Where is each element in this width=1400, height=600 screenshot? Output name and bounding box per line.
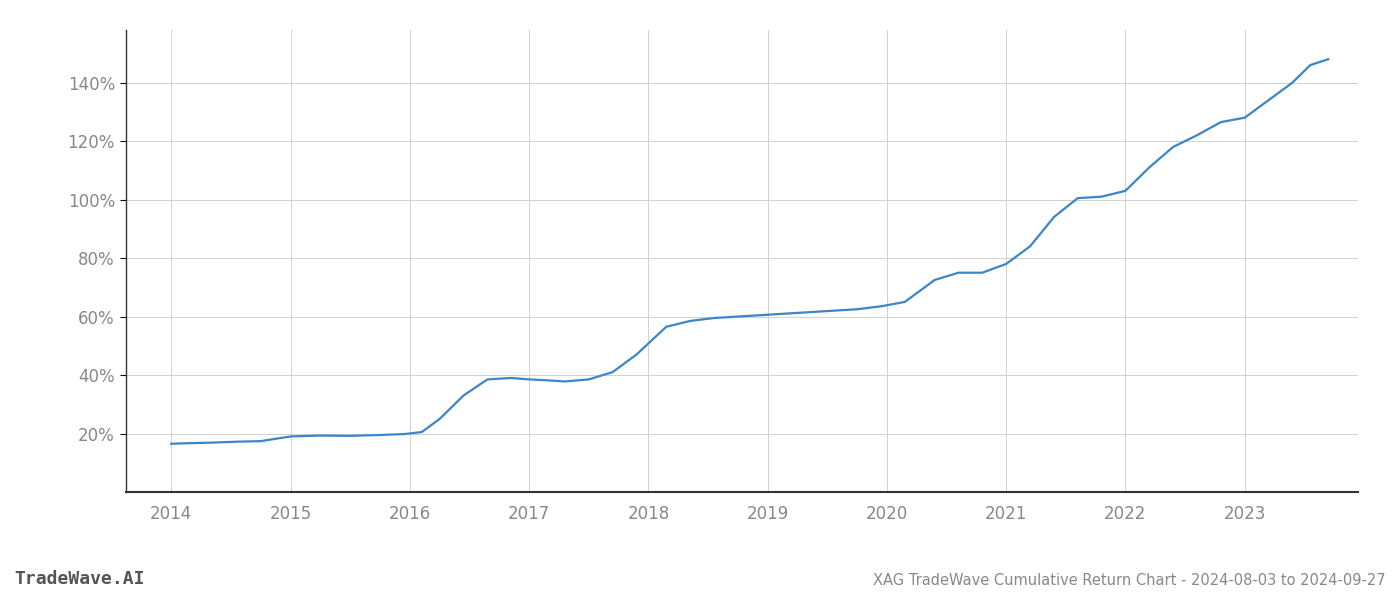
Text: TradeWave.AI: TradeWave.AI xyxy=(14,570,144,588)
Text: XAG TradeWave Cumulative Return Chart - 2024-08-03 to 2024-09-27: XAG TradeWave Cumulative Return Chart - … xyxy=(874,573,1386,588)
